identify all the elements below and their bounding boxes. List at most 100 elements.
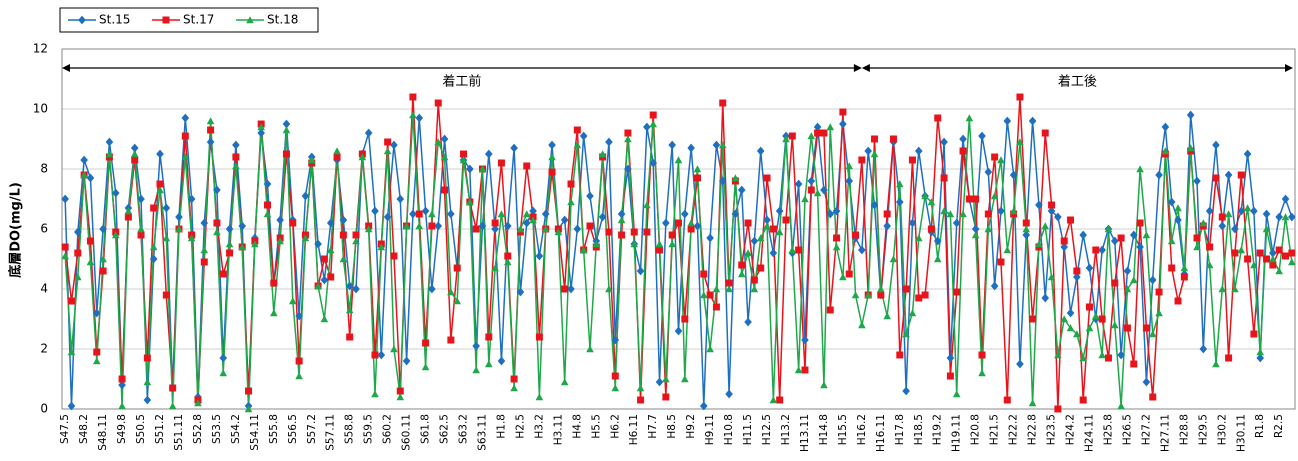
x-tick-label: H13.2 [780, 414, 792, 445]
data-point [301, 191, 310, 201]
data-point [788, 246, 797, 254]
data-point [307, 156, 316, 164]
data-point [80, 171, 88, 179]
data-point [1263, 255, 1271, 263]
data-point [687, 219, 695, 227]
data-point [131, 156, 139, 164]
data-point [952, 390, 961, 398]
data-point [833, 234, 841, 242]
data-point [813, 189, 822, 197]
data-point [801, 195, 809, 203]
data-point [807, 176, 816, 186]
data-point [510, 375, 518, 383]
x-tick-label: H28.8 [1178, 414, 1190, 445]
data-point [137, 194, 145, 204]
data-point [339, 255, 348, 263]
data-point [1149, 393, 1157, 401]
legend: St.15 St.17 St.18 [59, 7, 319, 33]
x-tick-label: H22.2 [1008, 414, 1020, 445]
data-point [130, 150, 139, 158]
data-point [624, 135, 632, 143]
data-point [567, 198, 575, 206]
data-point [466, 198, 474, 206]
data-point [1060, 242, 1069, 252]
data-point [1212, 174, 1220, 182]
plot-border [61, 48, 1296, 410]
data-point [757, 264, 765, 272]
data-point [832, 243, 841, 251]
data-point [86, 173, 95, 183]
data-point [896, 351, 904, 359]
data-point [775, 228, 784, 236]
data-point [851, 291, 860, 299]
data-point [118, 375, 126, 383]
data-point [1237, 206, 1246, 216]
data-point [959, 147, 967, 155]
data-point [377, 243, 386, 251]
data-point [801, 366, 809, 374]
data-point [74, 227, 82, 237]
data-point [1174, 297, 1182, 305]
data-point [858, 245, 866, 255]
data-point [434, 221, 443, 231]
data-point [630, 228, 638, 236]
data-point [927, 225, 935, 233]
x-tick-label: H23.5 [1046, 414, 1058, 445]
data-point [978, 369, 986, 377]
data-point [440, 153, 449, 161]
data-point [1174, 204, 1182, 212]
data-point [529, 216, 537, 224]
data-point [693, 221, 702, 231]
data-point [282, 119, 291, 129]
data-point [1067, 216, 1075, 224]
data-point [428, 222, 436, 230]
data-point [662, 375, 670, 383]
data-point [744, 317, 752, 327]
data-point [86, 258, 95, 266]
data-point [586, 222, 594, 230]
data-point [1073, 330, 1081, 338]
data-point [409, 93, 417, 101]
y-tick-label: 2 [40, 342, 48, 356]
data-point [548, 168, 556, 176]
data-point [92, 357, 101, 365]
data-point [232, 153, 240, 161]
data-point [756, 146, 765, 156]
data-point [1123, 266, 1132, 276]
data-point [1130, 360, 1138, 368]
data-point [270, 279, 278, 287]
data-point [383, 212, 392, 222]
data-point [1129, 230, 1138, 240]
data-point [782, 216, 790, 224]
data-point [541, 225, 550, 233]
data-point [567, 180, 575, 188]
data-point [156, 186, 164, 194]
x-tick-label: H13.11 [799, 414, 811, 452]
data-point [200, 258, 208, 266]
data-point [61, 252, 69, 260]
data-point [105, 150, 114, 158]
data-point [143, 395, 152, 405]
data-point [219, 270, 227, 278]
data-point [1048, 201, 1056, 209]
data-point [630, 240, 639, 248]
data-point [712, 140, 721, 150]
data-point [1060, 237, 1068, 245]
data-point [485, 333, 493, 341]
data-point [889, 135, 897, 143]
data-point [244, 405, 253, 413]
x-tick-label: S60.2 [382, 414, 394, 444]
data-point [877, 285, 885, 293]
data-point [485, 360, 493, 368]
x-tick-label: S60.11 [401, 414, 413, 451]
data-point [219, 369, 228, 377]
data-point [1288, 258, 1296, 266]
data-point [990, 281, 999, 291]
data-point [162, 291, 170, 299]
data-point [213, 219, 221, 227]
data-point [971, 224, 980, 234]
data-point [636, 266, 645, 276]
data-point [946, 372, 954, 380]
data-point [99, 255, 107, 263]
data-point [605, 285, 613, 293]
